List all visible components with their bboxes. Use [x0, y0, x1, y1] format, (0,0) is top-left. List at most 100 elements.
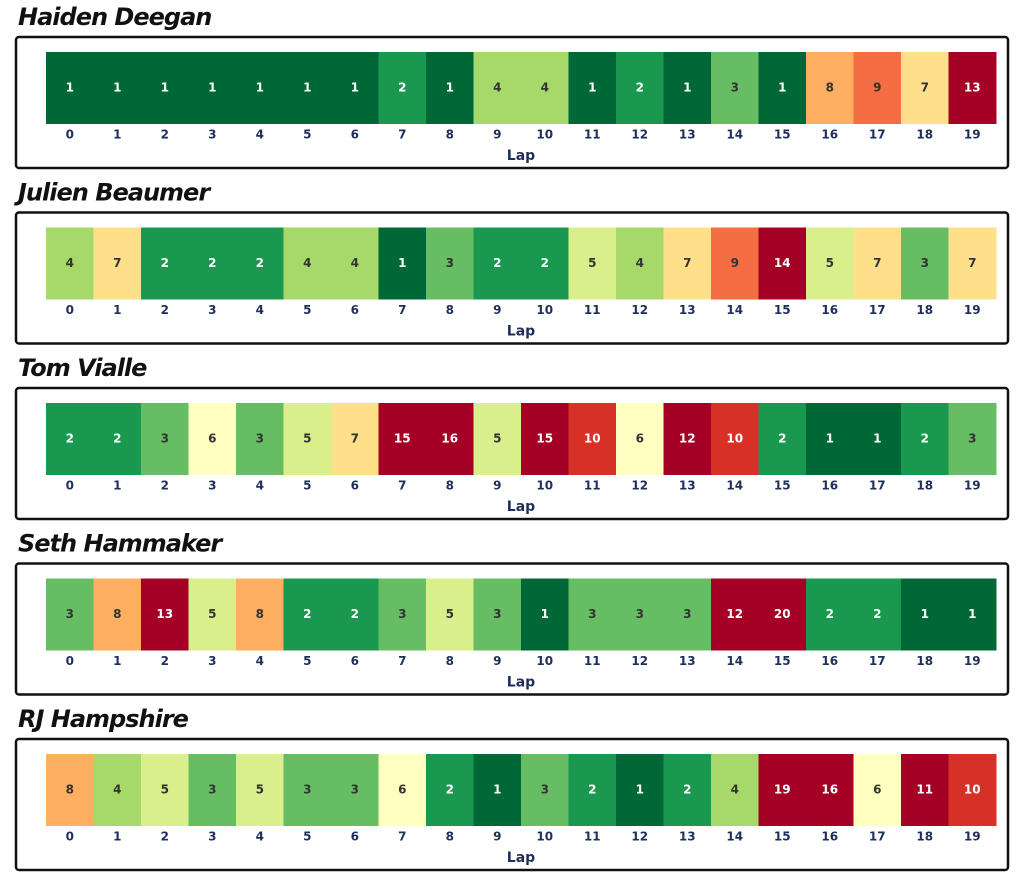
cell-label: 3 [66, 607, 74, 621]
x-tick-label: 1 [113, 830, 121, 844]
x-tick-label: 3 [208, 303, 216, 317]
x-tick-label: 18 [916, 303, 933, 317]
heat-cell [806, 52, 854, 124]
cell-label: 8 [66, 783, 74, 797]
cell-label: 2 [541, 256, 549, 270]
x-tick-label: 9 [493, 128, 501, 142]
heat-cell [521, 52, 569, 124]
heat-cell [141, 227, 189, 300]
x-tick-label: 9 [493, 479, 501, 493]
x-tick-label: 3 [208, 479, 216, 493]
heat-cell [853, 754, 902, 826]
x-tick-label: 12 [631, 303, 648, 317]
heat-cell [948, 578, 997, 651]
x-tick-label: 1 [113, 479, 121, 493]
x-tick-label: 8 [446, 479, 454, 493]
heat-cell [568, 52, 617, 124]
heat-cell [93, 403, 142, 475]
x-tick-label: 12 [631, 479, 648, 493]
x-tick-label: 7 [398, 303, 406, 317]
x-tick-label: 14 [726, 654, 743, 668]
x-tick-label: 13 [679, 654, 696, 668]
heat-cell [568, 578, 617, 651]
x-tick-label: 15 [774, 830, 791, 844]
cell-label: 1 [398, 256, 406, 270]
heat-cell [948, 52, 997, 124]
cell-label: 3 [161, 432, 169, 446]
x-axis-label: Lap [507, 148, 535, 164]
heat-cell [521, 403, 569, 475]
heat-cell [663, 52, 712, 124]
x-tick-label: 13 [679, 830, 696, 844]
cell-label: 1 [113, 81, 121, 95]
heat-cell [378, 578, 427, 651]
cell-label: 3 [921, 256, 929, 270]
heat-cell [711, 227, 759, 300]
x-tick-label: 8 [446, 830, 454, 844]
x-tick-label: 17 [869, 128, 886, 142]
heat-cell [806, 578, 854, 651]
cell-label: 10 [584, 432, 601, 446]
x-tick-label: 17 [869, 479, 886, 493]
cell-label: 2 [778, 432, 786, 446]
x-tick-label: 11 [584, 479, 601, 493]
x-tick-label: 17 [869, 830, 886, 844]
cell-label: 3 [351, 783, 359, 797]
heat-cell [141, 578, 189, 651]
x-tick-label: 16 [821, 654, 838, 668]
heat-cell [236, 754, 284, 826]
cell-label: 7 [683, 256, 691, 270]
heat-cell [473, 578, 522, 651]
heat-cell [283, 578, 332, 651]
panel-frame [14, 211, 1010, 345]
cell-label: 5 [588, 256, 596, 270]
chart-title: RJ Hampshire [18, 705, 189, 733]
cell-label: 3 [636, 607, 644, 621]
heat-cell [426, 403, 474, 475]
cell-label: 1 [256, 81, 264, 95]
heat-cell [473, 227, 522, 300]
heat-cell [711, 578, 759, 651]
x-tick-label: 10 [536, 830, 553, 844]
x-tick-label: 4 [256, 128, 264, 142]
x-tick-label: 10 [536, 654, 553, 668]
cell-label: 8 [113, 607, 121, 621]
heat-cell [426, 754, 474, 826]
x-tick-label: 9 [493, 303, 501, 317]
cell-label: 10 [964, 783, 981, 797]
heat-cell [283, 403, 332, 475]
cell-label: 3 [541, 783, 549, 797]
cell-label: 3 [398, 607, 406, 621]
x-tick-label: 0 [66, 654, 74, 668]
heat-cell [378, 754, 427, 826]
heat-cell [948, 227, 997, 300]
cell-label: 1 [303, 81, 311, 95]
x-tick-label: 14 [726, 303, 743, 317]
x-tick-label: 19 [964, 479, 981, 493]
cell-label: 10 [726, 432, 743, 446]
x-tick-label: 4 [256, 303, 264, 317]
heat-cell [378, 227, 427, 300]
cell-label: 7 [968, 256, 976, 270]
heat-cell [758, 52, 807, 124]
cell-label: 6 [636, 432, 644, 446]
heat-cell [948, 403, 997, 475]
x-tick-label: 9 [493, 654, 501, 668]
x-tick-label: 14 [726, 830, 743, 844]
cell-label: 1 [826, 432, 834, 446]
heat-cell [711, 754, 759, 826]
heat-cell [853, 52, 902, 124]
heat-cell [521, 227, 569, 300]
x-tick-label: 6 [351, 128, 359, 142]
heat-cell [616, 403, 664, 475]
heat-cell [663, 227, 712, 300]
x-tick-label: 0 [66, 128, 74, 142]
cell-label: 15 [536, 432, 553, 446]
x-tick-label: 5 [303, 830, 311, 844]
x-tick-label: 4 [256, 479, 264, 493]
heat-cell [188, 227, 237, 300]
x-tick-label: 10 [536, 479, 553, 493]
heat-cell [901, 227, 949, 300]
x-axis-label: Lap [507, 675, 535, 691]
cell-label: 2 [826, 607, 834, 621]
